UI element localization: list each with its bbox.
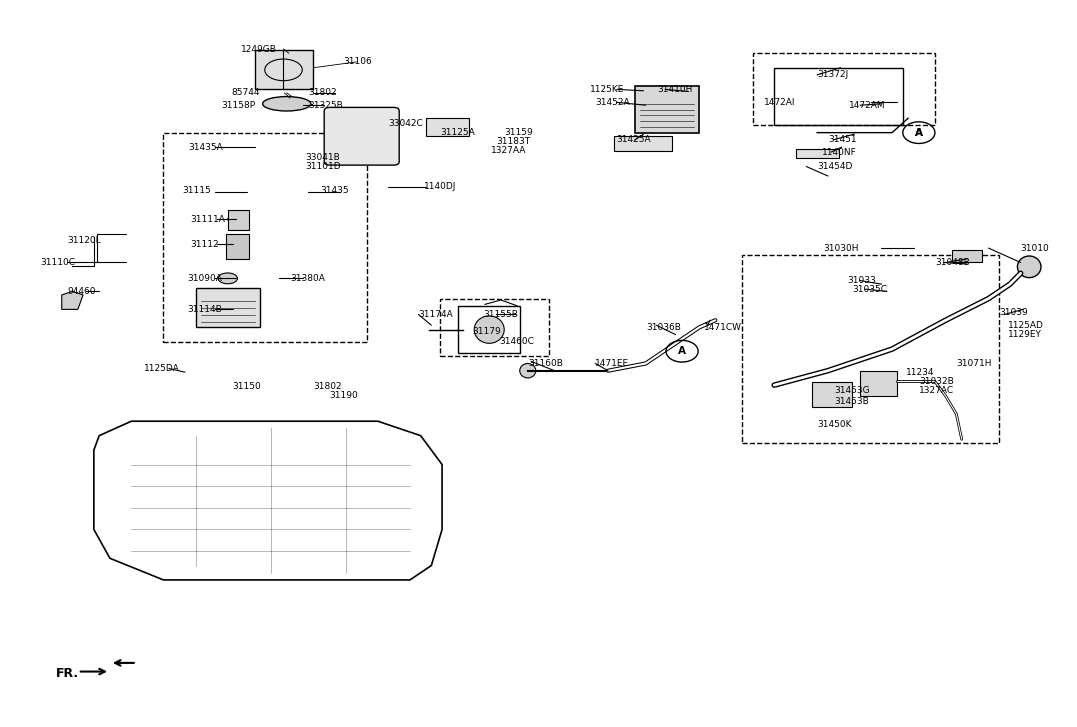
Text: 31010: 31010 xyxy=(1021,244,1049,252)
Text: 31460C: 31460C xyxy=(499,337,534,346)
FancyBboxPatch shape xyxy=(324,108,400,165)
Text: 31174A: 31174A xyxy=(419,310,453,319)
Text: A: A xyxy=(914,128,923,137)
Text: 31106: 31106 xyxy=(344,57,373,66)
Bar xyxy=(635,86,699,132)
Text: 1472AI: 1472AI xyxy=(764,98,795,107)
Text: 1471EE: 1471EE xyxy=(596,359,629,368)
Text: FR.: FR. xyxy=(56,667,79,680)
Ellipse shape xyxy=(263,97,311,111)
Text: 31179: 31179 xyxy=(472,326,501,336)
Text: 31101D: 31101D xyxy=(305,162,340,171)
Text: 31039: 31039 xyxy=(999,308,1027,318)
Bar xyxy=(812,382,852,407)
Text: 1125AD: 1125AD xyxy=(1008,321,1044,330)
Text: 31410H: 31410H xyxy=(657,85,693,94)
Bar xyxy=(952,249,982,262)
Text: 31183T: 31183T xyxy=(496,137,531,146)
Text: 1140DJ: 1140DJ xyxy=(424,182,457,191)
Text: 31036B: 31036B xyxy=(646,323,682,332)
Text: 1249GB: 1249GB xyxy=(240,45,277,55)
Bar xyxy=(439,299,549,356)
Text: 33042C: 33042C xyxy=(389,119,423,129)
Ellipse shape xyxy=(1018,256,1041,278)
Text: 31048B: 31048B xyxy=(935,258,969,267)
Text: 31380A: 31380A xyxy=(290,274,325,283)
Bar xyxy=(426,119,468,136)
Bar xyxy=(164,132,367,342)
Text: 31435: 31435 xyxy=(320,186,349,195)
Text: 94460: 94460 xyxy=(67,287,96,296)
Text: A: A xyxy=(914,128,923,137)
Text: 31114B: 31114B xyxy=(187,305,222,314)
Text: 31453G: 31453G xyxy=(835,387,870,395)
Text: 31425A: 31425A xyxy=(617,135,652,145)
Text: 31035C: 31035C xyxy=(852,285,887,294)
Text: 31120L: 31120L xyxy=(67,236,100,245)
Text: 1472AM: 1472AM xyxy=(850,101,886,110)
Bar xyxy=(227,210,249,230)
Text: 31190: 31190 xyxy=(330,391,359,401)
Text: 31454D: 31454D xyxy=(817,162,853,171)
Text: A: A xyxy=(679,346,686,356)
Bar xyxy=(742,255,999,443)
Text: 31450K: 31450K xyxy=(817,420,852,430)
Bar xyxy=(796,149,839,158)
Text: 31451: 31451 xyxy=(828,135,856,145)
Bar xyxy=(196,288,260,327)
Text: 31452A: 31452A xyxy=(596,98,630,107)
Text: 31158P: 31158P xyxy=(222,101,255,110)
Bar xyxy=(859,371,897,396)
Text: 31112: 31112 xyxy=(191,240,219,249)
Text: 11234: 11234 xyxy=(906,368,935,377)
Ellipse shape xyxy=(520,364,536,378)
Text: 31325B: 31325B xyxy=(308,101,342,110)
Text: 31115: 31115 xyxy=(183,186,211,195)
Text: 1327AC: 1327AC xyxy=(919,387,954,395)
Text: 85744: 85744 xyxy=(230,89,260,97)
Bar xyxy=(774,68,903,126)
Text: 33041B: 33041B xyxy=(305,153,339,162)
Text: 31435A: 31435A xyxy=(188,142,223,151)
Text: 31071H: 31071H xyxy=(956,359,992,368)
Text: 31802: 31802 xyxy=(308,89,337,97)
Text: 1140NF: 1140NF xyxy=(823,148,857,156)
Bar xyxy=(753,53,935,126)
Ellipse shape xyxy=(474,316,504,343)
Ellipse shape xyxy=(219,273,237,284)
Polygon shape xyxy=(94,421,442,580)
Text: 31111A: 31111A xyxy=(191,214,225,224)
Text: 31030H: 31030H xyxy=(824,244,859,252)
Text: 31160B: 31160B xyxy=(528,359,562,368)
Text: 31032B: 31032B xyxy=(919,377,953,386)
Text: 31150: 31150 xyxy=(232,382,261,391)
Text: 31110C: 31110C xyxy=(40,258,75,267)
Text: 1471CW: 1471CW xyxy=(703,323,741,332)
Text: 1327AA: 1327AA xyxy=(491,146,527,155)
Text: 31125A: 31125A xyxy=(439,128,475,137)
Text: 31802: 31802 xyxy=(313,382,342,391)
Bar xyxy=(226,233,249,259)
Text: 31033: 31033 xyxy=(848,276,876,285)
Text: 31159: 31159 xyxy=(504,128,533,137)
Text: 31090A: 31090A xyxy=(187,274,222,283)
Polygon shape xyxy=(61,292,83,310)
Text: 1125KE: 1125KE xyxy=(590,85,625,94)
Text: 31155B: 31155B xyxy=(482,310,518,319)
Bar xyxy=(254,49,313,89)
Ellipse shape xyxy=(227,215,249,223)
Text: 1125DA: 1125DA xyxy=(144,364,180,373)
Text: 31453B: 31453B xyxy=(835,396,869,406)
Text: 1129EY: 1129EY xyxy=(1008,330,1041,339)
Text: 31372J: 31372J xyxy=(817,71,849,79)
Bar xyxy=(458,306,520,353)
Bar xyxy=(614,136,672,150)
